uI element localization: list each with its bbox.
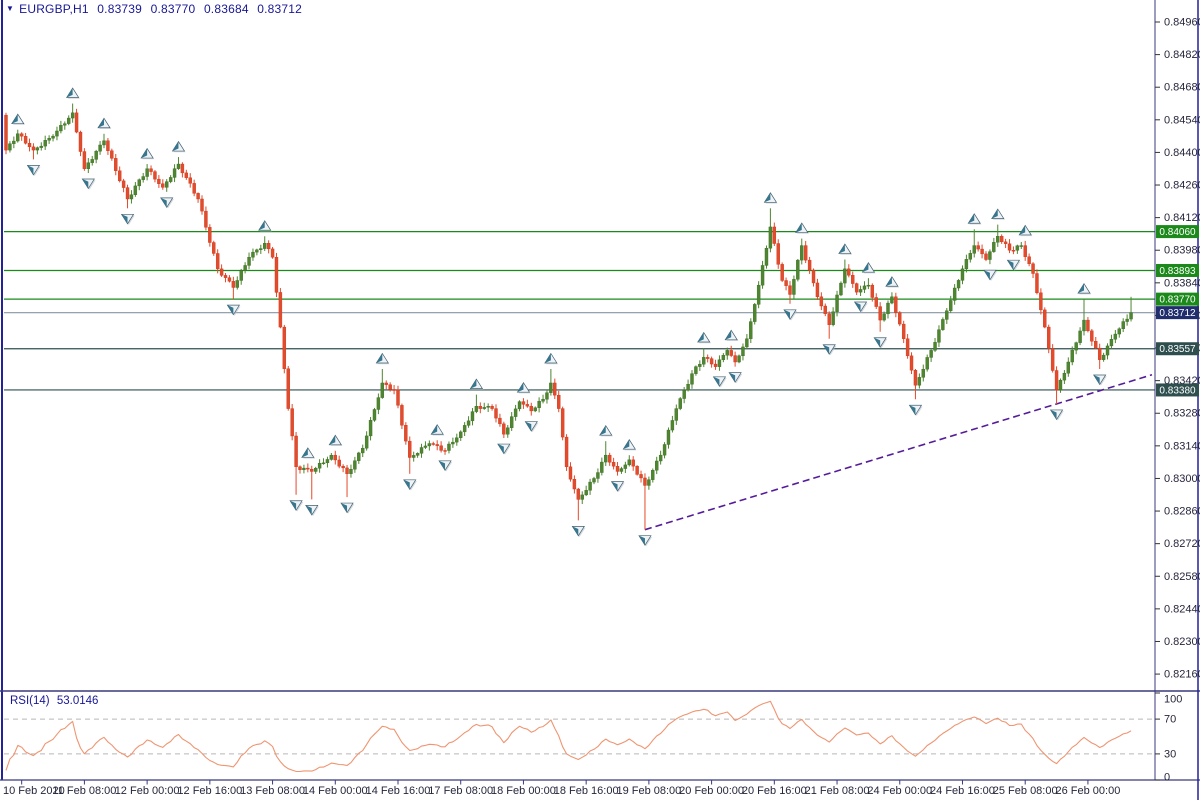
y-tick-label: 0.83140 bbox=[1164, 440, 1200, 452]
price-level-tag-label: 0.83893 bbox=[1159, 266, 1196, 277]
x-tick-label: 12 Feb 16:00 bbox=[177, 785, 242, 797]
quote-open: 0.83739 bbox=[97, 2, 143, 16]
price-level-tag bbox=[1156, 292, 1199, 306]
y-tick-label: 0.83280 bbox=[1164, 408, 1200, 420]
quote-low: 0.83684 bbox=[203, 2, 249, 16]
x-tick-label: 13 Feb 08:00 bbox=[240, 785, 305, 797]
rsi-label: RSI(14) bbox=[10, 695, 50, 707]
x-tick-label: 24 Feb 00:00 bbox=[867, 785, 932, 797]
y-tick-label: 0.82300 bbox=[1164, 636, 1200, 648]
rsi-line bbox=[5, 700, 1132, 773]
y-tick-label: 0.83840 bbox=[1164, 277, 1200, 289]
x-tick-label: 14 Feb 16:00 bbox=[366, 785, 431, 797]
price-level-tag-label: 0.83770 bbox=[1159, 295, 1196, 306]
x-tick-label: 18 Feb 16:00 bbox=[554, 785, 619, 797]
x-tick-label: 11 Feb 08:00 bbox=[52, 785, 116, 797]
x-tick-label: 20 Feb 00:00 bbox=[679, 785, 744, 797]
y-tick-label: 0.82580 bbox=[1164, 571, 1200, 583]
y-tick-label: 0.84120 bbox=[1164, 212, 1200, 224]
y-tick-label: 0.84400 bbox=[1164, 147, 1200, 159]
y-tick-label: 0.82860 bbox=[1164, 506, 1200, 518]
x-tick-label: 18 Feb 00:00 bbox=[491, 785, 556, 797]
price-level-tag-label: 0.84060 bbox=[1159, 227, 1196, 238]
x-tick-label: 17 Feb 08:00 bbox=[428, 785, 493, 797]
x-tick-label: 24 Feb 16:00 bbox=[930, 785, 995, 797]
trendline-dashed[interactable] bbox=[644, 374, 1153, 531]
rsi-indicator-label: RSI(14) 53.0146 bbox=[10, 695, 102, 707]
y-tick-label: 0.84540 bbox=[1164, 114, 1200, 126]
candles-layer bbox=[4, 103, 1133, 530]
x-tick-label: 14 Feb 00:00 bbox=[303, 785, 368, 797]
rsi-tick-label: 0 bbox=[1164, 772, 1170, 784]
y-tick-label: 0.84680 bbox=[1164, 82, 1200, 94]
rsi-tick-label: 100 bbox=[1164, 694, 1182, 706]
fractals-layer bbox=[11, 87, 1107, 547]
x-tick-label: 25 Feb 08:00 bbox=[993, 785, 1058, 797]
rsi-tick-label: 30 bbox=[1164, 748, 1176, 760]
price-level-tag-label: 0.83557 bbox=[1159, 344, 1196, 355]
y-tick-label: 0.83980 bbox=[1164, 245, 1200, 257]
price-level-tag bbox=[1156, 383, 1199, 397]
x-tick-label: 20 Feb 16:00 bbox=[742, 785, 807, 797]
y-axis[interactable]: 0.84960 0.84820 0.84680 0.84540 0.84400 0.842… bbox=[1155, 17, 1200, 681]
x-tick-label: 21 Feb 08:00 bbox=[805, 785, 870, 797]
levels-layer bbox=[4, 230, 1155, 391]
rsi-value: 53.0146 bbox=[56, 695, 99, 707]
x-tick-label: 10 Feb 2020 bbox=[3, 785, 65, 797]
y-tick-label: 0.82440 bbox=[1164, 603, 1200, 615]
symbol-dropdown-icon[interactable]: ▼ bbox=[6, 4, 15, 13]
rsi-axis[interactable]: 100 70 30 0 bbox=[1155, 692, 1182, 784]
y-tick-label: 0.82160 bbox=[1164, 669, 1200, 681]
quote-close: 0.83712 bbox=[257, 2, 303, 16]
symbol-price-header: ▼ EURGBP,H1 0.83739 0.83770 0.83684 0.837… bbox=[6, 2, 302, 16]
symbol-label: EURGBP,H1 bbox=[19, 2, 89, 16]
x-tick-label: 12 Feb 00:00 bbox=[115, 785, 180, 797]
price-level-tag bbox=[1156, 263, 1199, 277]
quote-high: 0.83770 bbox=[150, 2, 196, 16]
x-tick-label: 19 Feb 08:00 bbox=[616, 785, 681, 797]
current-price-tag-label: 0.83712 bbox=[1159, 308, 1196, 319]
y-tick-label: 0.82720 bbox=[1164, 538, 1200, 550]
y-tick-label: 0.83000 bbox=[1164, 473, 1200, 485]
current-price-tag bbox=[1156, 306, 1199, 320]
y-tick-label: 0.84260 bbox=[1164, 180, 1200, 192]
rsi-tick-label: 70 bbox=[1164, 714, 1176, 726]
price-level-tag bbox=[1156, 225, 1199, 239]
rsi-panel bbox=[4, 700, 1155, 773]
price-level-tag bbox=[1156, 342, 1199, 356]
price-level-tag-label: 0.83380 bbox=[1159, 385, 1196, 396]
x-tick-label: 26 Feb 00:00 bbox=[1055, 785, 1120, 797]
y-tick-label: 0.84820 bbox=[1164, 49, 1200, 61]
y-tick-label: 0.84960 bbox=[1164, 17, 1200, 29]
